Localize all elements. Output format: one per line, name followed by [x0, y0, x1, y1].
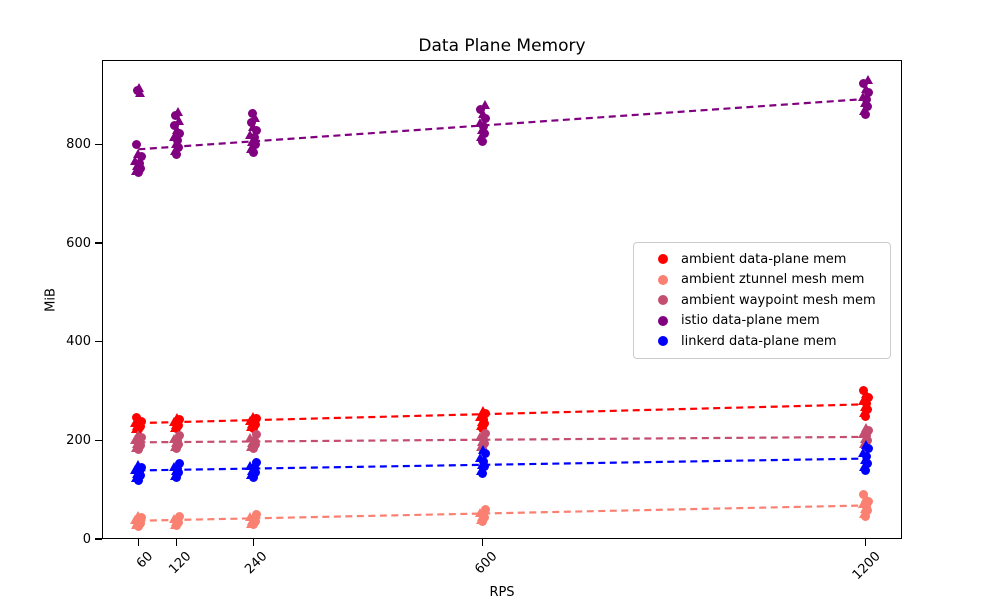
legend-item-label: ambient data-plane mem	[681, 251, 847, 267]
x-tick-label: 120	[166, 549, 195, 578]
x-tick-label: 600	[472, 549, 501, 578]
chart-title: Data Plane Memory	[418, 36, 586, 56]
x-tick-mark	[865, 539, 867, 546]
x-tick-mark	[252, 539, 254, 546]
legend: ambient data-plane mem ambient ztunnel me…	[633, 242, 891, 359]
x-axis-label: RPS	[489, 585, 515, 600]
legend-marker-dot	[658, 295, 668, 306]
y-tick-mark	[95, 439, 102, 441]
y-tick-label: 200	[66, 432, 91, 448]
x-tick-label: 60	[133, 549, 156, 572]
legend-item: ambient ztunnel mesh mem	[634, 270, 890, 291]
y-tick-label: 0	[82, 531, 91, 547]
y-tick-label: 600	[66, 235, 91, 251]
x-tick-mark	[137, 539, 139, 546]
legend-item: istio data-plane mem	[634, 311, 890, 332]
legend-item-label: ambient ztunnel mesh mem	[681, 272, 865, 288]
legend-marker-dot	[658, 315, 668, 326]
x-tick-label: 1200	[849, 549, 884, 584]
x-tick-label: 240	[242, 549, 271, 578]
legend-item: ambient data-plane mem	[634, 249, 890, 270]
y-tick-mark	[95, 242, 102, 244]
legend-item: ambient waypoint mesh mem	[634, 290, 890, 311]
legend-item-label: istio data-plane mem	[681, 313, 820, 329]
legend-marker-dot	[658, 254, 668, 265]
legend-item: linkerd data-plane mem	[634, 331, 890, 352]
y-axis-label: MiB	[43, 288, 59, 312]
x-tick-mark	[482, 539, 484, 546]
y-tick-mark	[95, 143, 102, 145]
y-tick-label: 400	[66, 334, 91, 350]
legend-marker-dot	[658, 274, 668, 285]
x-tick-mark	[176, 539, 178, 546]
legend-item-label: ambient waypoint mesh mem	[681, 292, 876, 308]
y-tick-mark	[95, 538, 102, 540]
y-tick-label: 800	[66, 136, 91, 152]
legend-marker-dot	[658, 336, 668, 347]
legend-item-label: linkerd data-plane mem	[681, 333, 837, 349]
y-tick-mark	[95, 341, 102, 343]
